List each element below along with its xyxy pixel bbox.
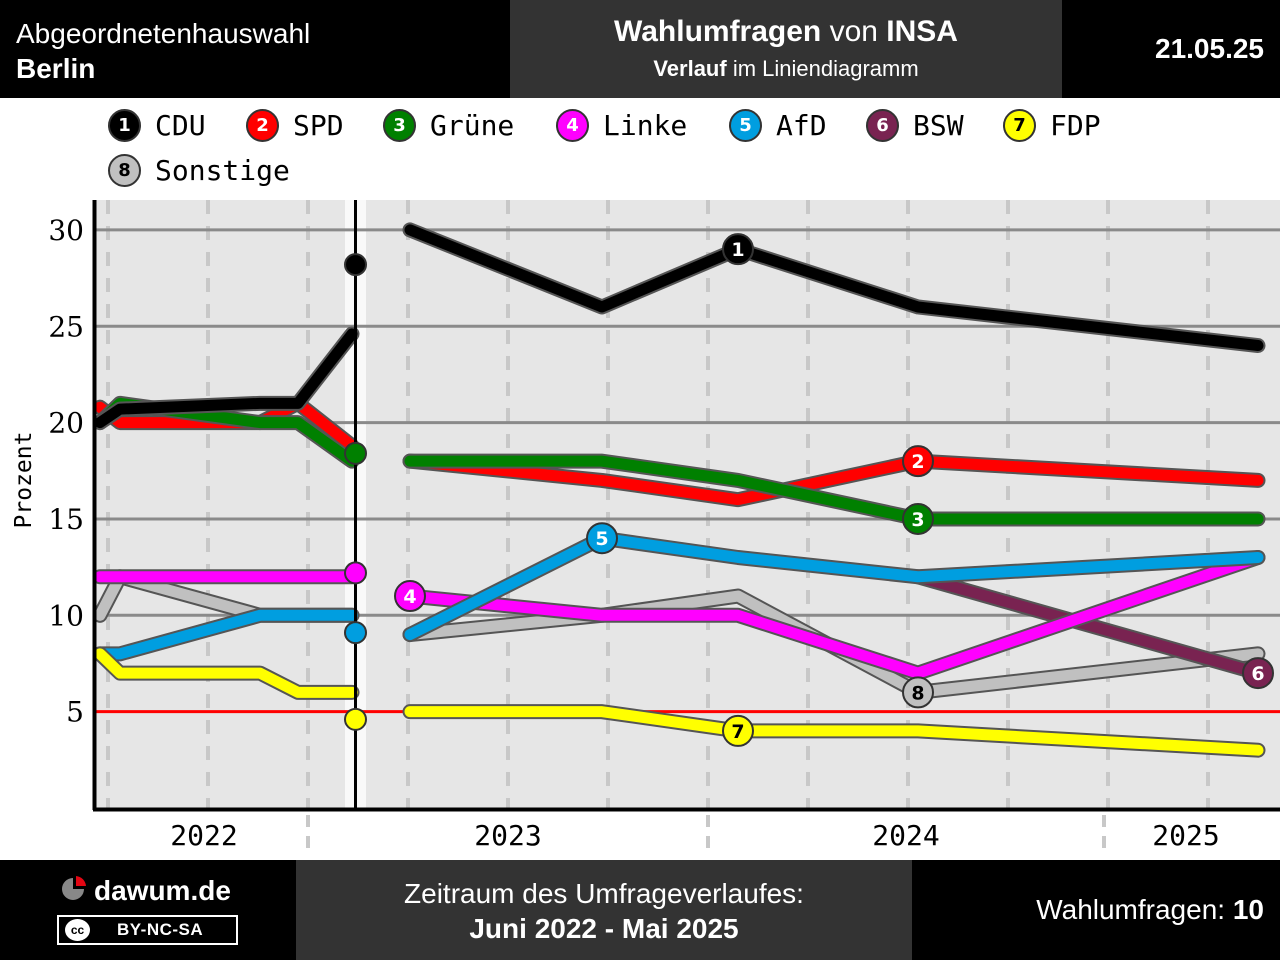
series-line-gruene [404, 455, 1264, 525]
legend-label: CDU [155, 109, 206, 142]
period-label: Zeitraum des Umfrageverlaufes: [404, 878, 804, 909]
series-label-number: 5 [595, 528, 608, 550]
legend-badge: 4 [556, 109, 589, 142]
series-line-cdu-2022 [94, 328, 358, 429]
election-result-marker [344, 441, 367, 465]
header-left: Abgeordnetenhauswahl Berlin [0, 0, 510, 98]
legend: 1 CDU 2 SPD 3 Grüne 4 Linke 5 AfD 6 BSW … [108, 104, 1268, 196]
election-result-marker [344, 253, 367, 277]
legend-label: AfD [776, 109, 827, 142]
series-label-number: 1 [731, 239, 744, 261]
legend-item-gruene: 3 Grüne [383, 109, 514, 142]
x-year-label: 2025 [1152, 819, 1219, 852]
logo-text: dawum.de [94, 875, 231, 906]
cc-icon: cc [65, 919, 90, 941]
legend-label: FDP [1050, 109, 1101, 142]
title-word-wahlumfragen: Wahlumfragen [614, 15, 822, 48]
plot-background [96, 200, 1280, 808]
poll-count-value: 10 [1232, 894, 1264, 925]
legend-label: Grüne [430, 109, 515, 142]
series-label-badge [902, 676, 934, 709]
legend-badge: 6 [866, 109, 899, 142]
footer-right: Wahlumfragen: 10 [912, 860, 1280, 960]
title-institute: INSA [886, 15, 958, 48]
legend-item-fdp: 7 FDP [1003, 109, 1101, 142]
election-region: Berlin [16, 53, 96, 84]
legend-item-spd: 2 SPD [246, 109, 344, 142]
series-label-badge [722, 714, 754, 747]
subtitle-verlauf: Verlauf [653, 56, 727, 81]
series-label-badge [902, 445, 934, 478]
series-label-number: 3 [911, 509, 924, 531]
dawum-logo-icon [62, 876, 86, 900]
y-tick-label: 10 [48, 599, 84, 632]
footer: dawum.de cc BY-NC-SA Zeitraum des Umfrag… [0, 860, 1280, 960]
chart-title: Wahlumfragen von INSA [510, 14, 1062, 50]
series-line-sonstige [404, 590, 1264, 698]
series-label-number: 8 [911, 682, 924, 704]
x-year-label: 2022 [170, 819, 237, 852]
election-result-marker [344, 707, 367, 731]
license-label: BY-NC-SA [117, 920, 204, 939]
legend-badge: 5 [729, 109, 762, 142]
series-line-afd-2022 [94, 609, 358, 660]
legend-badge: 7 [1003, 109, 1036, 142]
y-tick-label: 20 [48, 407, 84, 440]
legend-item-sonstige: 8 Sonstige [108, 154, 290, 187]
header: Abgeordnetenhauswahl Berlin Wahlumfragen… [0, 0, 1280, 98]
series-label-badge [1242, 657, 1274, 690]
legend-label: Linke [603, 109, 688, 142]
legend-label: SPD [293, 109, 344, 142]
series-label-badge [394, 580, 426, 613]
y-tick-label: 5 [66, 696, 84, 729]
legend-label: Sonstige [155, 154, 290, 187]
legend-label: BSW [913, 109, 964, 142]
legend-badge: 3 [383, 109, 416, 142]
y-tick-label: 25 [48, 310, 84, 343]
x-year-label: 2023 [474, 819, 541, 852]
header-date: 21.05.25 [1155, 33, 1264, 64]
footer-left: dawum.de cc BY-NC-SA [0, 860, 296, 960]
series-line-fdp-2022 [94, 648, 358, 698]
series-label-badge [902, 502, 934, 535]
y-axis-title: Prozent [11, 432, 37, 529]
series-label-number: 2 [911, 451, 924, 473]
election-result-marker [344, 621, 367, 645]
legend-badge: 8 [108, 154, 141, 187]
election-result-marker [344, 561, 367, 585]
legend-badge: 1 [108, 109, 141, 142]
series-label-number: 7 [731, 721, 744, 743]
legend-item-bsw: 6 BSW [866, 109, 964, 142]
y-tick-label: 30 [48, 214, 84, 247]
series-label-number: 4 [403, 586, 416, 608]
series-label-badge [722, 233, 754, 266]
legend-badge: 2 [246, 109, 279, 142]
footer-center: Zeitraum des Umfrageverlaufes: Juni 2022… [296, 860, 912, 960]
license-badge: cc BY-NC-SA [57, 915, 238, 945]
header-center: Wahlumfragen von INSA Verlauf im Liniend… [510, 0, 1062, 98]
legend-item-cdu: 1 CDU [108, 109, 206, 142]
legend-item-afd: 5 AfD [729, 109, 827, 142]
title-word-von: von [821, 15, 887, 48]
election-title: Abgeordnetenhauswahl [16, 18, 311, 49]
series-line-linke [404, 551, 1264, 679]
series-label-badge [586, 522, 618, 555]
period-value: Juni 2022 - Mai 2025 [469, 913, 739, 944]
series-line-spd [404, 455, 1264, 506]
poll-count-label: Wahlumfragen: [1036, 894, 1233, 925]
series-line-bsw [912, 571, 1264, 679]
legend-item-linke: 4 Linke [556, 109, 687, 142]
y-tick-label: 15 [48, 503, 84, 536]
chart-subtitle: Verlauf im Liniendiagramm [510, 54, 1062, 84]
subtitle-rest: im Liniendiagramm [726, 56, 919, 81]
series-label-number: 6 [1251, 663, 1264, 685]
x-year-label: 2024 [872, 819, 939, 852]
series-line-afd [404, 532, 1264, 641]
